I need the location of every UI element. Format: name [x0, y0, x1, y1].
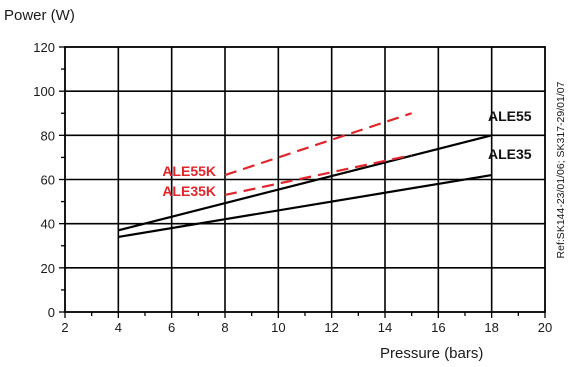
series-label-ale55k: ALE55K: [162, 163, 216, 179]
y-tick-label: 0: [48, 305, 55, 320]
x-tick-label: 18: [484, 320, 498, 335]
x-tick-label: 20: [538, 320, 552, 335]
x-tick-label: 10: [271, 320, 285, 335]
y-tick-label: 40: [41, 217, 55, 232]
series-line-ale55: [118, 134, 492, 232]
x-axis-title: Pressure (bars): [380, 345, 484, 362]
series-line-ale55k: [224, 112, 413, 177]
y-tick-label: 80: [41, 128, 55, 143]
series-label-ale35: ALE35: [488, 146, 532, 162]
x-tick-label: 16: [431, 320, 445, 335]
x-tick-label: 14: [378, 320, 392, 335]
y-tick-label: 20: [41, 261, 55, 276]
x-tick-label: 4: [115, 320, 122, 335]
y-tick-label: 120: [33, 40, 55, 55]
reference-note: Ref:SK144-23/01/06; SK317-29/01/07: [555, 81, 567, 259]
x-tick-label: 12: [324, 320, 338, 335]
x-tick-label: 8: [221, 320, 228, 335]
x-tick-label: 6: [168, 320, 175, 335]
series-label-ale55: ALE55: [488, 108, 532, 124]
series-line-ale35k: [224, 154, 412, 197]
y-tick-label: 100: [33, 84, 55, 99]
y-tick-label: 60: [41, 173, 55, 188]
series-line-ale35: [118, 173, 492, 239]
y-axis-title: Power (W): [4, 7, 75, 24]
x-tick-label: 2: [61, 320, 68, 335]
series-label-ale35k: ALE35K: [162, 183, 216, 199]
